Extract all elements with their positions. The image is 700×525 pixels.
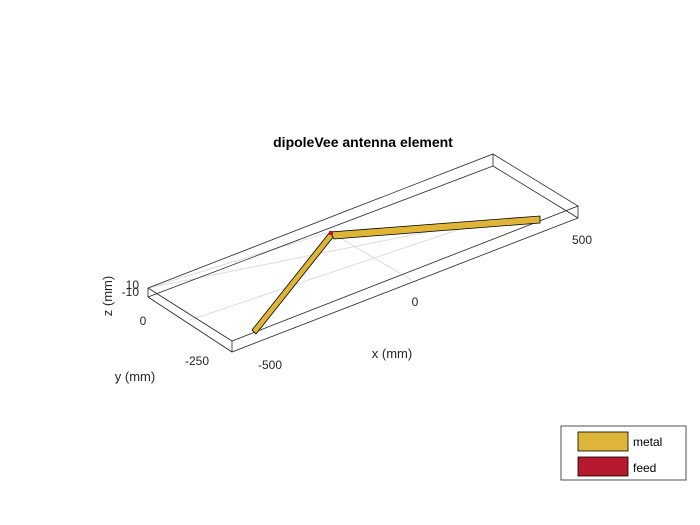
feed-point xyxy=(329,231,333,235)
x-tick-label: 0 xyxy=(412,295,419,309)
antenna xyxy=(251,215,541,335)
z-axis-label: z (mm) xyxy=(100,276,115,316)
legend-label-feed: feed xyxy=(633,461,656,475)
legend-swatch-feed xyxy=(577,456,629,477)
y-tick-label: 0 xyxy=(140,314,147,328)
x-axis-label: x (mm) xyxy=(372,346,412,361)
z-tick-label: 10 xyxy=(126,278,140,292)
floor-grid xyxy=(147,219,488,321)
right-arm xyxy=(329,215,541,240)
x-tick-label: 500 xyxy=(572,233,592,247)
legend-label-metal: metal xyxy=(633,435,662,449)
left-arm xyxy=(251,231,335,335)
y-axis-label: y (mm) xyxy=(115,369,155,384)
x-tick-label: -500 xyxy=(258,358,282,372)
legend: metal feed xyxy=(560,425,687,481)
figure-title: dipoleVee antenna element xyxy=(273,134,453,150)
z-tick-label: -10 xyxy=(122,285,140,299)
y-tick-label: -250 xyxy=(185,354,209,368)
legend-swatch-metal xyxy=(577,431,629,452)
axes-box xyxy=(147,153,579,353)
